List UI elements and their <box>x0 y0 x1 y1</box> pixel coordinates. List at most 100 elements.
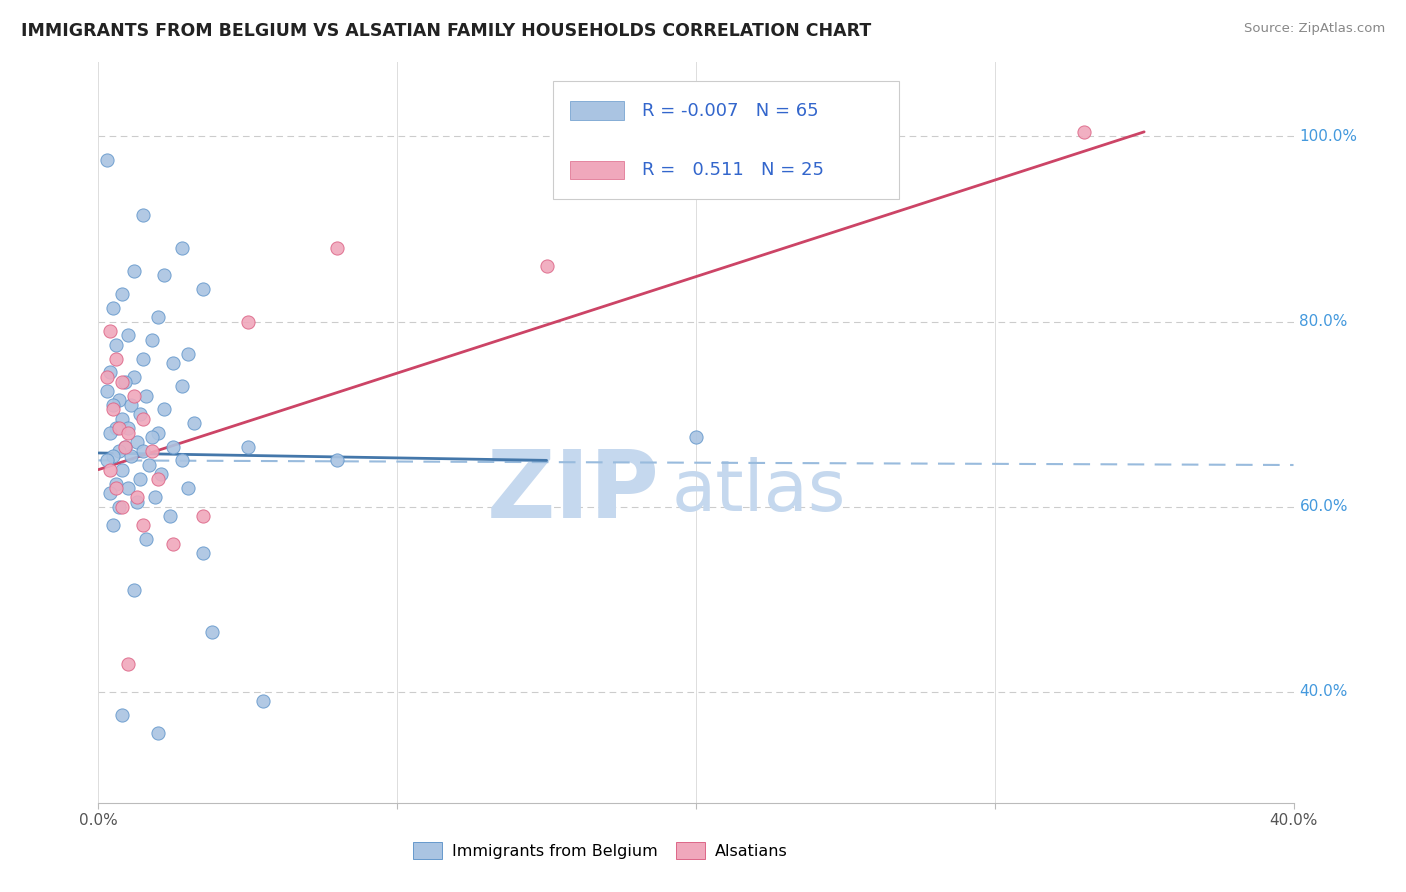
Point <box>105 476 128 491</box>
Point <box>98 425 122 440</box>
Point <box>162 537 184 551</box>
Point <box>96 153 118 167</box>
Point <box>120 449 142 463</box>
Text: ZIP: ZIP <box>488 446 661 538</box>
Point <box>117 421 139 435</box>
Point <box>114 440 136 454</box>
Point <box>162 440 184 454</box>
Point <box>148 726 170 740</box>
Point <box>111 411 134 425</box>
Point <box>117 425 139 440</box>
FancyBboxPatch shape <box>571 102 624 120</box>
Point <box>105 351 128 366</box>
Point <box>127 495 149 509</box>
Point <box>326 240 349 255</box>
Point <box>141 430 163 444</box>
Point <box>834 166 856 180</box>
Point <box>98 462 122 476</box>
Text: Source: ZipAtlas.com: Source: ZipAtlas.com <box>1244 22 1385 36</box>
Point <box>103 518 125 533</box>
Point <box>536 259 558 273</box>
Text: IMMIGRANTS FROM BELGIUM VS ALSATIAN FAMILY HOUSEHOLDS CORRELATION CHART: IMMIGRANTS FROM BELGIUM VS ALSATIAN FAMI… <box>21 22 872 40</box>
Point <box>132 444 155 458</box>
Point <box>153 268 176 283</box>
Point <box>172 240 194 255</box>
Point <box>236 315 259 329</box>
Point <box>129 472 152 486</box>
Point <box>124 582 146 597</box>
Point <box>98 366 122 380</box>
Point <box>177 347 200 361</box>
Point <box>138 458 160 472</box>
Point <box>153 402 176 417</box>
Point <box>124 370 146 384</box>
Point <box>124 263 146 277</box>
Point <box>201 624 224 639</box>
Point <box>148 425 170 440</box>
Point <box>141 444 163 458</box>
Point <box>111 286 134 301</box>
Point <box>172 379 194 393</box>
Point <box>326 453 349 467</box>
Point <box>191 546 214 560</box>
Text: 40.0%: 40.0% <box>1299 684 1348 699</box>
Point <box>135 532 157 546</box>
Point <box>114 375 136 389</box>
Point <box>191 282 214 296</box>
Point <box>236 440 259 454</box>
Point <box>120 398 142 412</box>
Point <box>143 491 166 505</box>
Point <box>685 430 707 444</box>
Point <box>183 417 205 431</box>
Point <box>103 398 125 412</box>
Point <box>103 402 125 417</box>
Text: 100.0%: 100.0% <box>1299 129 1358 144</box>
Point <box>105 337 128 351</box>
Point <box>108 393 131 408</box>
Text: atlas: atlas <box>672 458 846 526</box>
Point <box>111 462 134 476</box>
Point <box>191 508 214 523</box>
Point <box>105 481 128 495</box>
Point <box>111 375 134 389</box>
Point <box>98 485 122 500</box>
Point <box>127 491 149 505</box>
Point <box>108 421 131 435</box>
FancyBboxPatch shape <box>553 81 900 200</box>
Point <box>132 518 155 533</box>
Legend: Immigrants from Belgium, Alsatians: Immigrants from Belgium, Alsatians <box>406 836 794 865</box>
Point <box>124 388 146 402</box>
Point <box>159 508 181 523</box>
Point <box>1073 125 1095 139</box>
Point <box>96 384 118 398</box>
Point <box>103 449 125 463</box>
Point <box>96 370 118 384</box>
Point <box>111 707 134 722</box>
Point <box>98 324 122 338</box>
Point <box>117 328 139 343</box>
Point <box>117 657 139 671</box>
Point <box>111 500 134 514</box>
Point <box>129 407 152 421</box>
Point <box>177 481 200 495</box>
Point <box>96 453 118 467</box>
Point <box>117 481 139 495</box>
Point <box>108 444 131 458</box>
Point <box>103 301 125 315</box>
Text: R = -0.007   N = 65: R = -0.007 N = 65 <box>643 102 818 120</box>
Text: 80.0%: 80.0% <box>1299 314 1348 329</box>
Point <box>148 310 170 324</box>
FancyBboxPatch shape <box>571 161 624 179</box>
Text: R =   0.511   N = 25: R = 0.511 N = 25 <box>643 161 824 178</box>
Point <box>132 208 155 222</box>
Point <box>172 453 194 467</box>
Point <box>141 333 163 347</box>
Point <box>108 500 131 514</box>
Point <box>132 351 155 366</box>
Point <box>114 440 136 454</box>
Point <box>162 356 184 370</box>
Point <box>132 411 155 425</box>
Point <box>105 421 128 435</box>
Point <box>127 434 149 449</box>
Text: 60.0%: 60.0% <box>1299 500 1348 514</box>
